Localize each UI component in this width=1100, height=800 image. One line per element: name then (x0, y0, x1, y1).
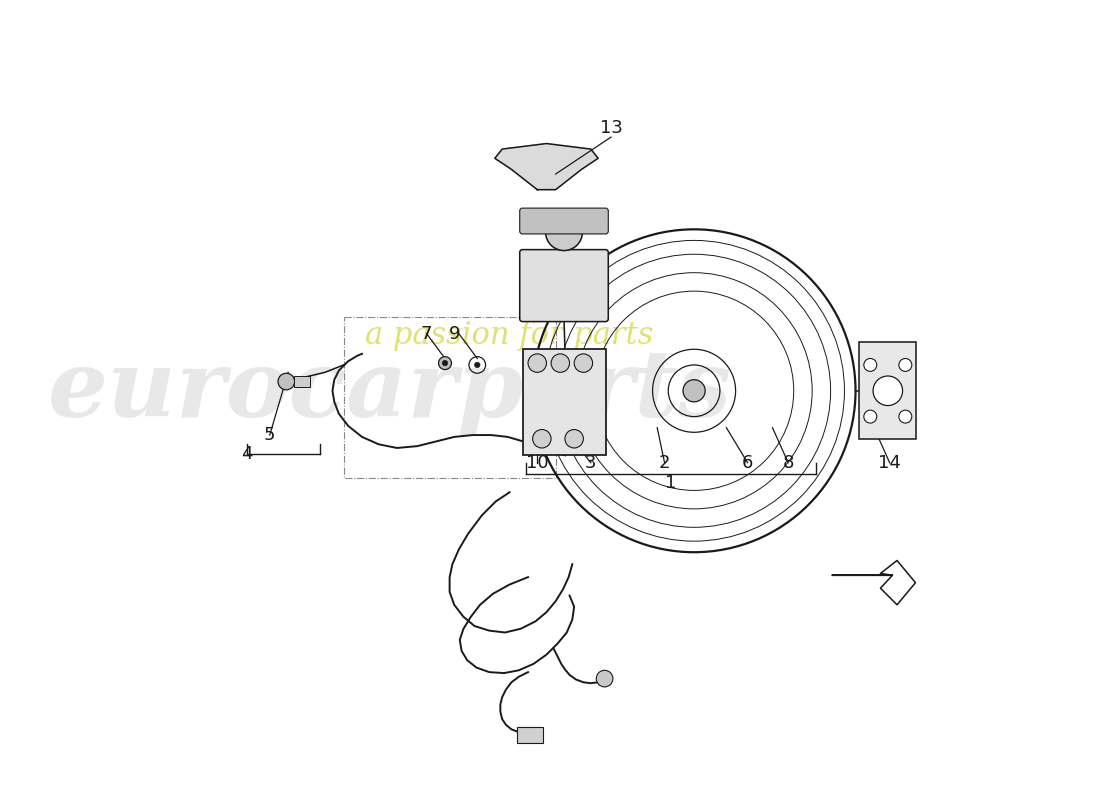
Circle shape (683, 380, 705, 402)
FancyBboxPatch shape (517, 726, 542, 743)
FancyBboxPatch shape (524, 350, 606, 455)
Circle shape (574, 354, 593, 372)
Circle shape (278, 374, 295, 390)
Text: 13: 13 (600, 119, 623, 137)
Circle shape (528, 354, 547, 372)
Circle shape (546, 214, 583, 250)
Text: 4: 4 (241, 445, 252, 462)
Circle shape (864, 410, 877, 423)
Text: 7: 7 (421, 325, 432, 342)
Circle shape (596, 670, 613, 687)
FancyBboxPatch shape (859, 342, 916, 439)
FancyBboxPatch shape (294, 376, 310, 387)
Circle shape (474, 362, 480, 368)
Text: 2: 2 (659, 454, 670, 472)
Polygon shape (833, 561, 915, 605)
Polygon shape (495, 143, 598, 190)
Text: 1: 1 (666, 474, 676, 492)
Circle shape (873, 376, 903, 406)
Text: 3: 3 (585, 454, 596, 472)
Text: 5: 5 (264, 426, 275, 444)
Circle shape (551, 354, 570, 372)
Circle shape (442, 360, 448, 366)
Circle shape (899, 358, 912, 371)
Text: 9: 9 (449, 325, 460, 342)
Text: 10: 10 (526, 454, 549, 472)
FancyBboxPatch shape (519, 250, 608, 322)
Text: a passion for parts: a passion for parts (365, 320, 653, 351)
Circle shape (899, 410, 912, 423)
Text: 8: 8 (782, 454, 794, 472)
FancyBboxPatch shape (519, 208, 608, 234)
Circle shape (565, 430, 583, 448)
Text: eurocarparts: eurocarparts (47, 346, 732, 436)
Circle shape (864, 358, 877, 371)
Circle shape (439, 357, 451, 370)
Text: 14: 14 (878, 454, 901, 472)
Circle shape (532, 430, 551, 448)
Text: 6: 6 (741, 454, 754, 472)
